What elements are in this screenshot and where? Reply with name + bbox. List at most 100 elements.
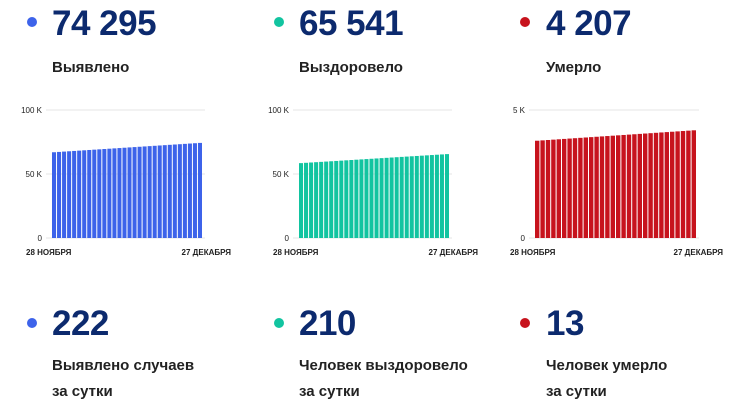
bar [77, 150, 82, 238]
bar [117, 148, 122, 238]
bar [409, 156, 414, 238]
bar [384, 157, 389, 238]
bar [309, 162, 314, 238]
bar [187, 143, 192, 238]
bar [137, 146, 142, 238]
bar [394, 157, 399, 238]
bar [364, 159, 369, 238]
bar [589, 137, 594, 238]
bar [686, 130, 691, 238]
bar [62, 151, 67, 238]
bar [594, 136, 599, 238]
bar [172, 144, 177, 238]
bar [616, 135, 621, 238]
bar [444, 154, 449, 238]
bar [389, 157, 394, 238]
bar [374, 158, 379, 238]
bar [379, 158, 384, 238]
recovered-label: Выздоровело [299, 59, 403, 76]
bar [334, 160, 339, 238]
bar [439, 154, 444, 238]
bar [319, 161, 324, 238]
bar [52, 152, 57, 238]
y-tick-label: 0 [285, 234, 290, 243]
x-tick-label-start: 28 НОЯБРЯ [26, 248, 72, 257]
bar [659, 132, 664, 238]
bar [419, 155, 424, 238]
bar [637, 133, 642, 238]
bar [414, 155, 419, 238]
bar [97, 149, 102, 238]
bar [567, 138, 572, 238]
bar [344, 160, 349, 238]
bar [434, 154, 439, 238]
bar [643, 133, 648, 238]
y-tick-label: 100 K [268, 106, 290, 115]
y-tick-label: 5 K [513, 106, 526, 115]
bar [67, 151, 72, 238]
bar [545, 140, 551, 238]
bar [653, 132, 659, 238]
detected-label: Выявлено [52, 59, 130, 76]
daily-recovered-dot [274, 318, 284, 328]
daily-deaths-label-2: за сутки [546, 383, 607, 400]
bar [132, 147, 137, 238]
bar [92, 149, 97, 238]
x-tick-label-end: 27 ДЕКАБРЯ [182, 248, 232, 257]
daily-detected-label-2: за сутки [52, 383, 113, 400]
bar [299, 163, 304, 238]
x-tick-label-start: 28 НОЯБРЯ [510, 248, 556, 257]
bar [578, 137, 583, 238]
daily-deaths-label-1: Человек умерло [546, 357, 668, 374]
bar [147, 146, 152, 238]
deaths-dot [520, 17, 530, 27]
bar [551, 139, 556, 238]
bar [152, 145, 157, 238]
bar [424, 155, 429, 238]
bar [648, 133, 653, 238]
bar [632, 134, 637, 238]
bar [182, 143, 187, 238]
deaths-total: 4 207 [546, 4, 632, 43]
bar [87, 149, 92, 238]
daily-recovered-value: 210 [299, 304, 356, 343]
bar [399, 156, 404, 238]
bar [535, 140, 540, 238]
bar [691, 130, 696, 238]
x-tick-label-end: 27 ДЕКАБРЯ [429, 248, 479, 257]
bar [122, 147, 127, 238]
detected-dot [27, 17, 37, 27]
bar [102, 149, 107, 238]
bar [605, 136, 610, 238]
y-tick-label: 50 K [273, 170, 290, 179]
bar [177, 144, 182, 238]
bar [664, 132, 669, 238]
bar [540, 140, 545, 238]
bar [621, 134, 626, 238]
bar [127, 147, 132, 238]
bar [142, 146, 147, 238]
bar [192, 143, 197, 238]
bar [556, 139, 561, 238]
deaths-label: Умерло [546, 59, 602, 76]
bar [599, 136, 605, 238]
bar [197, 142, 202, 238]
bar [572, 138, 578, 238]
x-tick-label-start: 28 НОЯБРЯ [273, 248, 319, 257]
bar [72, 150, 77, 238]
bar [583, 137, 588, 238]
daily-detected-dot [27, 318, 37, 328]
bar [610, 135, 615, 238]
recovered-total: 65 541 [299, 4, 404, 43]
bar [670, 131, 675, 238]
bar [304, 162, 309, 238]
bar [404, 156, 409, 238]
bar [82, 150, 87, 238]
bar [107, 148, 112, 238]
y-tick-label: 50 K [26, 170, 43, 179]
bar [329, 161, 334, 238]
bar [359, 159, 364, 238]
